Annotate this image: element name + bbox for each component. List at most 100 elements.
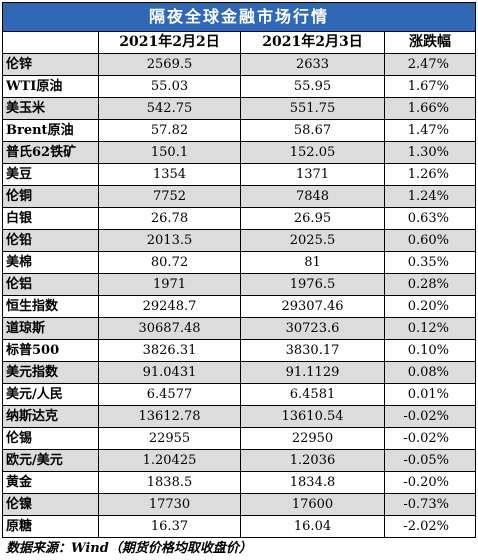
change-percent: 0.12% (383, 317, 477, 340)
table-row: 原糖 16.37 16.04 -2.02% (2, 515, 477, 538)
value-date-2: 29307.46 (240, 295, 385, 318)
table-row: 美棉 80.72 81 0.35% (2, 251, 477, 274)
value-date-2: 2025.5 (240, 229, 385, 252)
change-percent: 1.66% (383, 97, 477, 120)
value-date-2: 6.4581 (240, 383, 385, 406)
change-percent: 0.63% (383, 207, 477, 230)
instrument-name: 伦锌 (2, 53, 99, 76)
instrument-name: 美豆 (2, 163, 99, 186)
value-date-2: 3830.17 (240, 339, 385, 362)
change-percent: -0.20% (383, 471, 477, 494)
table-row: 美元指数 91.0431 91.1129 0.08% (2, 361, 477, 384)
change-percent: 1.47% (383, 119, 477, 142)
header-date-1: 2021年2月2日 (98, 31, 241, 54)
instrument-name: WTI原油 (2, 75, 99, 98)
instrument-name: Brent原油 (2, 119, 99, 142)
instrument-name: 美玉米 (2, 97, 99, 120)
instrument-name: 欧元/美元 (2, 449, 99, 472)
value-date-2: 2633 (240, 53, 385, 76)
header-name (2, 31, 99, 54)
change-percent: -0.05% (383, 449, 477, 472)
value-date-1: 91.0431 (98, 361, 241, 384)
value-date-1: 26.78 (98, 207, 241, 230)
table-row: 伦铝 1971 1976.5 0.28% (2, 273, 477, 296)
value-date-1: 55.03 (98, 75, 241, 98)
value-date-1: 22955 (98, 427, 241, 450)
table-row: 普氏62铁矿 150.1 152.05 1.30% (2, 141, 477, 164)
instrument-name: 伦铝 (2, 273, 99, 296)
table-row: 伦锌 2569.5 2633 2.47% (2, 53, 477, 76)
table-row: 美豆 1354 1371 1.26% (2, 163, 477, 186)
value-date-2: 13610.54 (240, 405, 385, 428)
instrument-name: 伦铜 (2, 185, 99, 208)
change-percent: 0.35% (383, 251, 477, 274)
value-date-1: 1.20425 (98, 449, 241, 472)
table-row: 道琼斯 30687.48 30723.6 0.12% (2, 317, 477, 340)
value-date-1: 150.1 (98, 141, 241, 164)
change-percent: 1.30% (383, 141, 477, 164)
value-date-1: 7752 (98, 185, 241, 208)
value-date-2: 22950 (240, 427, 385, 450)
value-date-2: 58.67 (240, 119, 385, 142)
value-date-1: 2013.5 (98, 229, 241, 252)
value-date-1: 16.37 (98, 515, 241, 538)
change-percent: -2.02% (383, 515, 477, 538)
change-percent: 0.28% (383, 273, 477, 296)
instrument-name: 美棉 (2, 251, 99, 274)
header-row: 2021年2月2日 2021年2月3日 涨跌幅 (2, 31, 477, 54)
table-row: 欧元/美元 1.20425 1.2036 -0.05% (2, 449, 477, 472)
quotes-body: 伦锌 2569.5 2633 2.47% WTI原油 55.03 55.95 1.67% 美玉米… (2, 53, 477, 538)
instrument-name: 普氏62铁矿 (2, 141, 99, 164)
table-row: Brent原油 57.82 58.67 1.47% (2, 119, 477, 142)
instrument-name: 纳斯达克 (2, 405, 99, 428)
value-date-1: 80.72 (98, 251, 241, 274)
value-date-1: 17730 (98, 493, 241, 516)
table-row: 伦铅 2013.5 2025.5 0.60% (2, 229, 477, 252)
table-row: 美玉米 542.75 551.75 1.66% (2, 97, 477, 120)
change-percent: 0.01% (383, 383, 477, 406)
value-date-1: 57.82 (98, 119, 241, 142)
change-percent: -0.02% (383, 405, 477, 428)
header-date-2: 2021年2月3日 (240, 31, 385, 54)
value-date-2: 1834.8 (240, 471, 385, 494)
quotes-table: 隔夜全球金融市场行情 2021年2月2日 2021年2月3日 涨跌幅 伦锌 256… (1, 2, 477, 538)
instrument-name: 美元指数 (2, 361, 99, 384)
change-percent: -0.73% (383, 493, 477, 516)
change-percent: 2.47% (383, 53, 477, 76)
instrument-name: 道琼斯 (2, 317, 99, 340)
table-row: 伦铜 7752 7848 1.24% (2, 185, 477, 208)
table-row: 恒生指数 29248.7 29307.46 0.20% (2, 295, 477, 318)
value-date-2: 26.95 (240, 207, 385, 230)
value-date-2: 17600 (240, 493, 385, 516)
instrument-name: 伦锡 (2, 427, 99, 450)
table-row: WTI原油 55.03 55.95 1.67% (2, 75, 477, 98)
change-percent: 0.10% (383, 339, 477, 362)
table-title: 隔夜全球金融市场行情 (1, 2, 477, 32)
change-percent: 1.67% (383, 75, 477, 98)
value-date-1: 542.75 (98, 97, 241, 120)
value-date-1: 1838.5 (98, 471, 241, 494)
instrument-name: 标普500 (2, 339, 99, 362)
value-date-1: 29248.7 (98, 295, 241, 318)
table-row: 标普500 3826.31 3830.17 0.10% (2, 339, 477, 362)
value-date-1: 13612.78 (98, 405, 241, 428)
value-date-2: 81 (240, 251, 385, 274)
value-date-2: 7848 (240, 185, 385, 208)
change-percent: 1.24% (383, 185, 477, 208)
instrument-name: 伦镍 (2, 493, 99, 516)
value-date-2: 91.1129 (240, 361, 385, 384)
value-date-2: 551.75 (240, 97, 385, 120)
value-date-1: 6.4577 (98, 383, 241, 406)
value-date-1: 1354 (98, 163, 241, 186)
change-percent: 0.08% (383, 361, 477, 384)
table-row: 黄金 1838.5 1834.8 -0.20% (2, 471, 477, 494)
value-date-2: 16.04 (240, 515, 385, 538)
value-date-1: 3826.31 (98, 339, 241, 362)
value-date-2: 1.2036 (240, 449, 385, 472)
change-percent: 0.20% (383, 295, 477, 318)
change-percent: -0.02% (383, 427, 477, 450)
value-date-2: 55.95 (240, 75, 385, 98)
change-percent: 0.60% (383, 229, 477, 252)
table-row: 美元/人民 6.4577 6.4581 0.01% (2, 383, 477, 406)
